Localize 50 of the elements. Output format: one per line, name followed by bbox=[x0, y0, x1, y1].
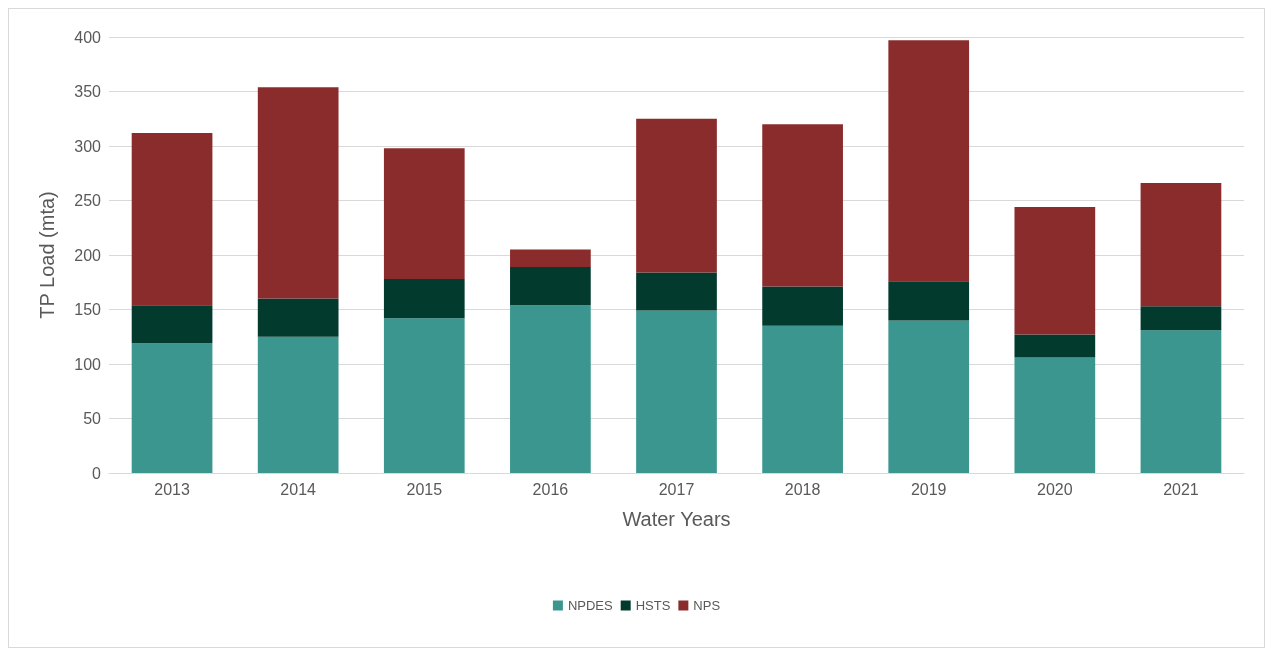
bar bbox=[1140, 183, 1222, 307]
y-tick-label: 250 bbox=[74, 192, 102, 209]
legend-label: HSTS bbox=[635, 598, 671, 613]
bar bbox=[510, 266, 591, 306]
bar bbox=[383, 278, 465, 319]
bar bbox=[1014, 207, 1096, 335]
bar bbox=[888, 40, 970, 282]
bar bbox=[888, 320, 970, 473]
bar bbox=[762, 286, 843, 326]
y-tick-label: 0 bbox=[92, 464, 102, 482]
x-tick-label: 2017 bbox=[658, 480, 695, 498]
legend-label: NPDES bbox=[567, 598, 614, 613]
bar bbox=[762, 124, 843, 287]
legend-label: NPS bbox=[693, 598, 721, 613]
bar bbox=[510, 305, 591, 473]
x-tick-label: 2014 bbox=[280, 480, 317, 498]
y-tick-label: 150 bbox=[74, 301, 102, 318]
bar bbox=[131, 305, 213, 344]
bar bbox=[888, 281, 970, 321]
bar bbox=[1140, 330, 1222, 473]
x-tick-label: 2013 bbox=[154, 480, 190, 498]
bar bbox=[257, 87, 339, 299]
bar bbox=[1014, 334, 1096, 358]
y-tick-label: 200 bbox=[74, 246, 102, 264]
x-tick-label: 2015 bbox=[406, 480, 443, 498]
x-tick-label: 2019 bbox=[910, 480, 947, 498]
bar bbox=[383, 318, 465, 473]
bar bbox=[131, 132, 213, 306]
bar bbox=[1014, 357, 1096, 473]
bar bbox=[1140, 306, 1222, 331]
y-tick-label: 400 bbox=[74, 28, 102, 46]
bar bbox=[257, 336, 339, 473]
x-tick-label: 2018 bbox=[784, 480, 821, 498]
y-tick-label: 350 bbox=[74, 83, 102, 100]
bar bbox=[636, 118, 717, 273]
x-tick-label: 2020 bbox=[1037, 480, 1073, 498]
bar bbox=[762, 325, 843, 473]
x-axis-title: Water Years bbox=[622, 508, 731, 530]
y-axis-title: TP Load (mta) bbox=[36, 191, 58, 319]
x-tick-label: 2021 bbox=[1163, 480, 1199, 498]
bar bbox=[383, 148, 465, 279]
y-tick-label: 50 bbox=[83, 410, 102, 427]
y-tick-label: 300 bbox=[74, 137, 102, 155]
bar bbox=[510, 249, 591, 267]
bar bbox=[636, 272, 717, 311]
bar bbox=[131, 343, 213, 473]
x-tick-label: 2016 bbox=[532, 480, 569, 498]
y-tick-label: 100 bbox=[74, 355, 102, 373]
bar bbox=[636, 310, 717, 473]
bar bbox=[257, 298, 339, 337]
